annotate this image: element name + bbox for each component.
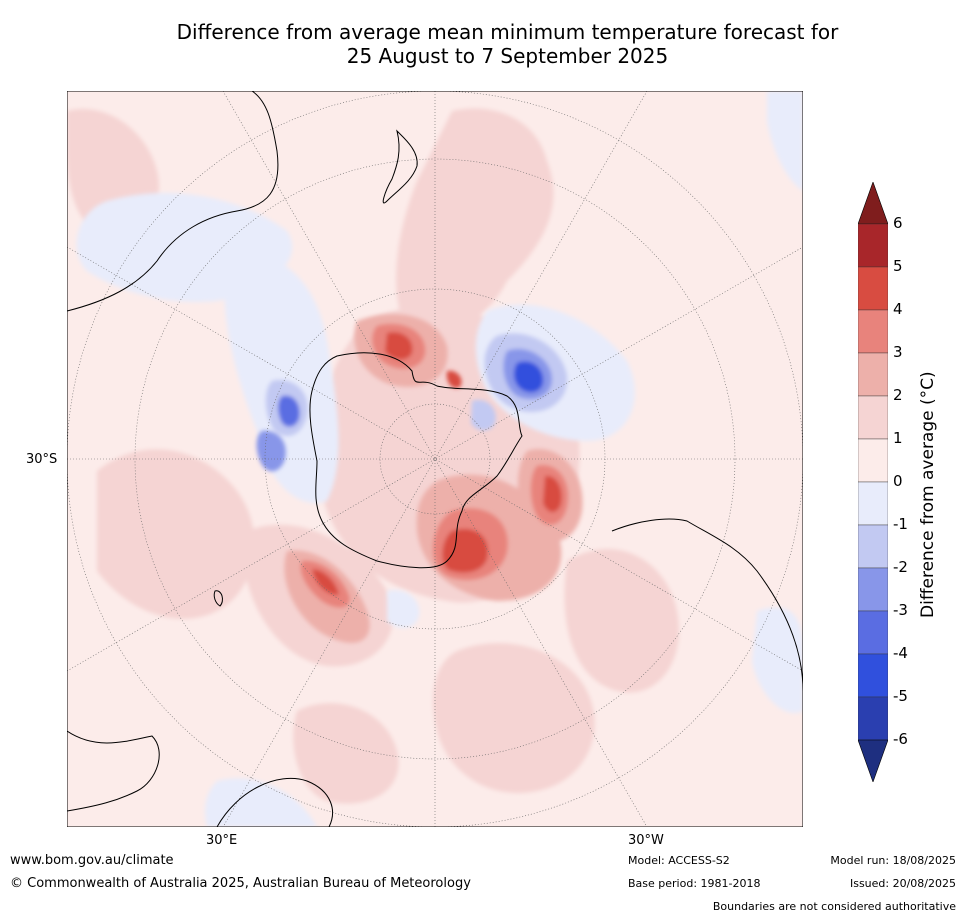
colorbar-bin: [858, 352, 888, 397]
colorbar-bin: [858, 567, 888, 612]
colorbar-bin: [858, 696, 888, 741]
colorbar-bin: [858, 524, 888, 569]
footer-website[interactable]: www.bom.gov.au/climate: [10, 853, 174, 868]
colorbar-tick-label: -5: [893, 687, 908, 705]
anomaly-neg-cores: [256, 333, 568, 472]
colorbar-tick-label: 4: [893, 300, 903, 318]
footer-model: Model: ACCESS-S2: [628, 854, 730, 867]
footer-disclaimer: Boundaries are not considered authoritat…: [712, 900, 956, 913]
colorbar-tick-label: -2: [893, 558, 908, 576]
colorbar-tick-label: 6: [893, 214, 903, 232]
australia-coast: [67, 730, 160, 812]
title-line-2: 25 August to 7 September 2025: [346, 44, 669, 68]
south-america-coast: [611, 518, 803, 692]
new-zealand-coast: [382, 129, 418, 204]
lat-label-30s: 30°S: [26, 452, 58, 467]
footer-issued: Issued: 20/08/2025: [849, 877, 956, 890]
colorbar-tick-label: 3: [893, 343, 903, 361]
colorbar: [858, 182, 888, 782]
anomaly-3-to-5: [300, 324, 568, 608]
map-title: Difference from average mean minimum tem…: [0, 20, 965, 68]
polar-stereographic-map: [67, 91, 803, 827]
footer-model-run: Model run: 18/08/2025: [830, 854, 956, 867]
madagascar-coast: [213, 590, 223, 607]
coastlines: [67, 91, 803, 827]
graticule: [67, 91, 803, 827]
south-america-south-coast: [216, 777, 333, 827]
colorbar-bin: [858, 266, 888, 311]
colorbar-label: Difference from average (°C): [918, 371, 938, 618]
colorbar-bin: [858, 610, 888, 655]
africa-coast: [67, 91, 279, 312]
colorbar-tick-label: 1: [893, 429, 903, 447]
colorbar-tick-label: -6: [893, 730, 908, 748]
colorbar-bin: [858, 309, 888, 354]
colorbar-bin: [858, 481, 888, 526]
colorbar-tick-label: 5: [893, 257, 903, 275]
colorbar-bin: [858, 438, 888, 483]
colorbar-tick-label: -3: [893, 601, 908, 619]
footer-copyright: © Commonwealth of Australia 2025, Austra…: [10, 876, 471, 891]
colorbar-segments: [858, 223, 888, 741]
colorbar-bin: [858, 223, 888, 268]
footer-base-period: Base period: 1981-2018: [628, 877, 761, 890]
colorbar-bottom-triangle: [858, 739, 888, 782]
colorbar-tick-label: -1: [893, 515, 908, 533]
colorbar-tick-label: 2: [893, 386, 903, 404]
colorbar-top-triangle: [858, 182, 888, 225]
colorbar-bin: [858, 653, 888, 698]
title-line-1: Difference from average mean minimum tem…: [176, 20, 839, 44]
lon-label-30w: 30°W: [628, 833, 664, 848]
lon-label-30e: 30°E: [206, 833, 238, 848]
antarctica-coast: [309, 352, 523, 569]
colorbar-tick-label: 0: [893, 472, 903, 490]
colorbar-bin: [858, 395, 888, 440]
colorbar-tick-label: -4: [893, 644, 908, 662]
